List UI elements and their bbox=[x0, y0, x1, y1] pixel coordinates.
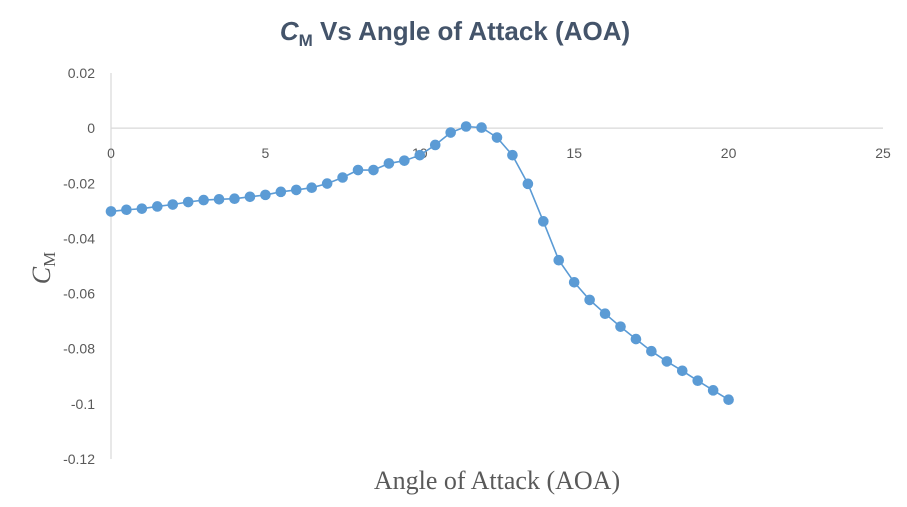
data-point bbox=[244, 191, 256, 203]
x-tick-label: 0 bbox=[107, 145, 115, 161]
data-point bbox=[321, 178, 333, 189]
data-point bbox=[646, 345, 657, 357]
y-axis-label-symbol: C bbox=[27, 266, 56, 284]
x-tick-label: 25 bbox=[875, 145, 891, 161]
data-point bbox=[414, 149, 426, 161]
data-point bbox=[507, 149, 518, 161]
data-point bbox=[198, 194, 209, 206]
y-tick-label: 0.02 bbox=[68, 65, 95, 81]
x-axis-label: Angle of Attack (AOA) bbox=[374, 466, 620, 495]
data-point bbox=[538, 216, 549, 227]
data-point bbox=[460, 121, 472, 132]
y-tick-label: -0.08 bbox=[63, 341, 95, 357]
data-point bbox=[182, 196, 194, 208]
y-tick-label: -0.04 bbox=[63, 230, 95, 246]
data-point bbox=[121, 204, 132, 216]
data-point bbox=[105, 206, 117, 217]
series-line bbox=[110, 125, 730, 401]
chart-title: CM Vs Angle of Attack (AOA) bbox=[280, 16, 630, 50]
chart-title-text: Vs Angle of Attack (AOA) bbox=[313, 16, 630, 46]
data-point bbox=[399, 155, 410, 166]
data-point bbox=[429, 139, 441, 151]
data-point bbox=[707, 385, 719, 396]
data-point bbox=[260, 189, 271, 201]
y-axis-label: CM bbox=[27, 252, 59, 284]
data-point bbox=[306, 182, 318, 193]
tick-labels: 0.020-0.02-0.04-0.06-0.08-0.1-0.12051015… bbox=[63, 65, 891, 467]
data-point bbox=[368, 164, 379, 176]
data-point bbox=[476, 122, 487, 133]
data-series bbox=[105, 121, 734, 406]
data-point bbox=[167, 199, 179, 210]
data-point bbox=[136, 203, 148, 214]
data-point bbox=[445, 127, 456, 138]
data-point bbox=[229, 193, 240, 205]
data-point bbox=[599, 308, 611, 319]
data-point bbox=[584, 294, 595, 306]
data-point bbox=[661, 356, 673, 367]
data-point bbox=[383, 158, 395, 169]
x-tick-label: 5 bbox=[262, 145, 270, 161]
y-tick-label: -0.02 bbox=[63, 175, 95, 191]
y-axis-label-subscript: M bbox=[40, 252, 59, 267]
data-point bbox=[676, 365, 688, 377]
data-point bbox=[553, 254, 565, 266]
chart-title-symbol: C bbox=[280, 16, 300, 46]
data-point bbox=[615, 321, 626, 332]
x-tick-label: 15 bbox=[566, 145, 582, 161]
data-point bbox=[692, 375, 704, 386]
data-point bbox=[337, 172, 348, 183]
x-tick-label: 20 bbox=[721, 145, 737, 161]
data-point bbox=[352, 164, 364, 176]
y-tick-label: -0.06 bbox=[63, 286, 95, 302]
data-point bbox=[213, 193, 225, 205]
data-point bbox=[290, 184, 302, 196]
data-point bbox=[568, 276, 580, 288]
data-point bbox=[275, 186, 287, 198]
data-point bbox=[522, 178, 534, 190]
data-point bbox=[723, 394, 734, 406]
data-point bbox=[491, 132, 503, 143]
axes bbox=[110, 73, 883, 459]
data-point bbox=[630, 333, 642, 345]
chart-title-subscript: M bbox=[299, 31, 313, 50]
y-tick-label: -0.1 bbox=[71, 396, 95, 412]
y-tick-label: -0.12 bbox=[63, 451, 95, 467]
y-tick-label: 0 bbox=[87, 120, 95, 136]
data-point bbox=[152, 201, 163, 212]
